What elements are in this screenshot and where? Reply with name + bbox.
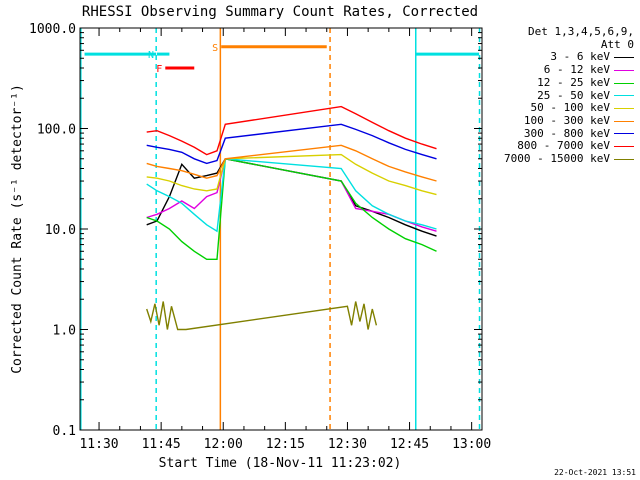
legend-swatch xyxy=(614,133,634,135)
x-tick-label-0: 11:30 xyxy=(79,437,118,452)
legend-swatch xyxy=(614,120,634,122)
legend: Det 1,3,4,5,6,9, Att 0 3 - 6 keV 6 - 12 k… xyxy=(478,25,634,166)
legend-swatch xyxy=(614,82,634,84)
y-axis-label: Corrected Count Rate (s⁻¹ detector⁻¹) xyxy=(10,84,25,374)
legend-entry-label: 7000 - 15000 keV xyxy=(504,152,610,166)
legend-entry-label: 3 - 6 keV xyxy=(550,50,610,64)
x-tick-label-4: 12:30 xyxy=(328,437,367,452)
plot-content: NF S xyxy=(80,28,481,430)
legend-rows: 3 - 6 keV 6 - 12 keV 12 - 25 keV 25 - 50 ke… xyxy=(478,51,634,165)
legend-swatch xyxy=(614,146,634,148)
legend-entry-label: 300 - 800 keV xyxy=(523,126,610,140)
legend-swatch xyxy=(614,95,634,97)
legend-entry-label: 6 - 12 keV xyxy=(543,63,610,77)
legend-entry: 6 - 12 keV xyxy=(478,63,634,77)
legend-entry-label: 100 - 300 keV xyxy=(523,113,610,127)
flag-label-F: F xyxy=(156,64,162,75)
legend-entry: 50 - 100 keV xyxy=(478,102,634,115)
legend-swatch xyxy=(614,57,634,59)
legend-entry: 800 - 7000 keV xyxy=(478,140,634,153)
series-line-3 xyxy=(146,158,437,233)
timestamp: 22-Oct-2021 13:51 xyxy=(554,468,636,477)
legend-entry: 100 - 300 keV xyxy=(478,113,634,128)
series-line-7 xyxy=(146,105,437,156)
x-tick-label-6: 13:00 xyxy=(452,437,491,452)
legend-entry-label: 25 - 50 keV xyxy=(537,88,610,102)
legend-swatch xyxy=(614,158,634,160)
legend-entry: 7000 - 15000 keV xyxy=(478,152,634,166)
legend-header-attenuator: Att 0 xyxy=(600,37,634,51)
chart-title: RHESSI Observing Summary Count Rates, Co… xyxy=(82,4,478,20)
legend-entry: 12 - 25 keV xyxy=(478,75,634,90)
legend-entry: 3 - 6 keV xyxy=(478,51,634,64)
series-line-6 xyxy=(146,123,437,165)
y-tick-label-4: 0.1 xyxy=(53,424,76,439)
y-tick-label-3: 1.0 xyxy=(53,324,76,339)
legend-entry: 300 - 800 keV xyxy=(478,126,634,141)
legend-entry-label: 50 - 100 keV xyxy=(530,101,610,115)
flag-label-N: N xyxy=(148,50,154,61)
series-line-0 xyxy=(146,158,437,237)
legend-entry-label: 800 - 7000 keV xyxy=(517,139,610,153)
plot-frame xyxy=(79,27,483,431)
legend-entry-label: 12 - 25 keV xyxy=(537,75,610,89)
flag-label-S: S xyxy=(212,43,218,54)
y-tick-label-1: 100.0 xyxy=(37,123,76,138)
series-line-1 xyxy=(146,157,437,232)
legend-header-detectors: Det 1,3,4,5,6,9, xyxy=(528,25,634,38)
axes: 11:30 11:45 12:00 12:15 12:30 12:45 13:00 1000.… xyxy=(29,22,491,452)
series-line-8 xyxy=(146,301,378,331)
legend-swatch xyxy=(614,108,634,110)
x-tick-label-2: 12:00 xyxy=(204,437,243,452)
x-tick-label-3: 12:15 xyxy=(266,437,305,452)
y-tick-label-2: 10.0 xyxy=(45,223,76,238)
series-line-5 xyxy=(146,144,437,182)
legend-swatch xyxy=(614,69,634,71)
y-tick-label-0: 1000.0 xyxy=(29,22,76,37)
x-tick-label-5: 12:45 xyxy=(390,437,429,452)
legend-entry: 25 - 50 keV xyxy=(478,88,634,103)
x-axis-label: Start Time (18-Nov-11 11:23:02) xyxy=(159,456,402,471)
x-tick-label-1: 11:45 xyxy=(142,437,181,452)
